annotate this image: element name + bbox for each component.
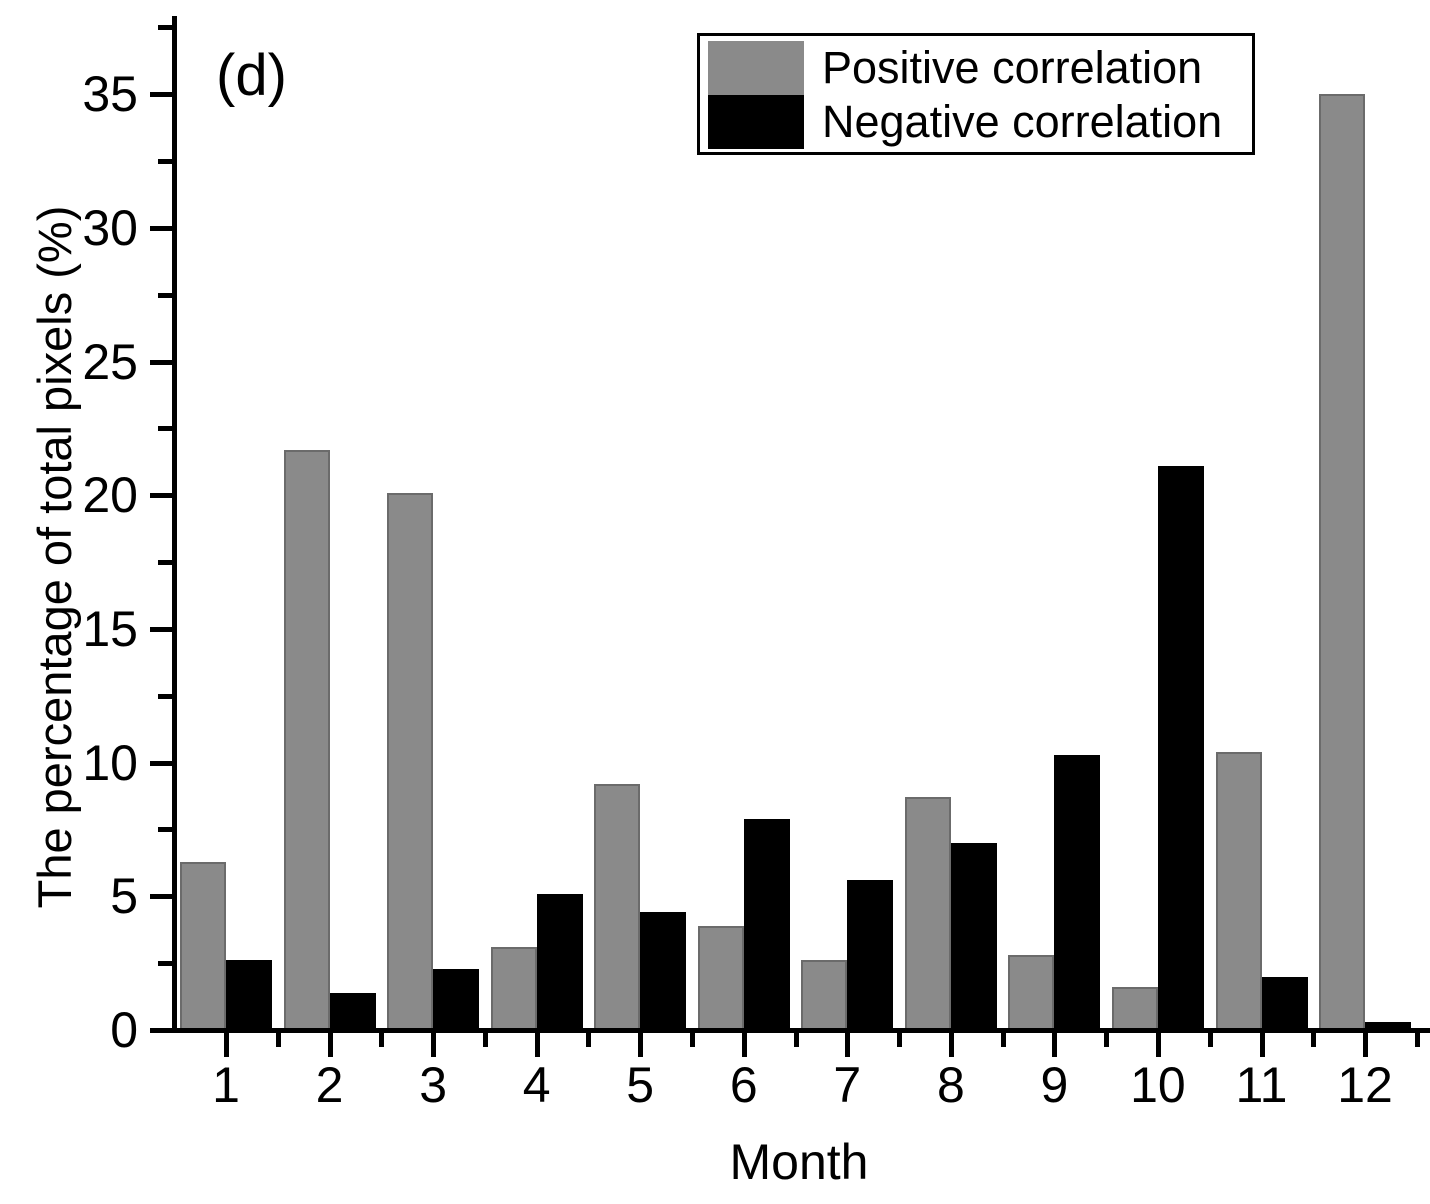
x-major-tick	[1052, 1033, 1058, 1057]
x-minor-tick	[586, 1033, 592, 1047]
y-tick-label: 5	[110, 868, 138, 925]
y-minor-tick	[158, 560, 172, 566]
bar-negative-month-11	[1261, 976, 1308, 1030]
y-major-tick	[150, 92, 172, 98]
x-major-tick	[845, 1033, 851, 1057]
x-minor-tick	[275, 1033, 281, 1047]
panel-label: (d)	[216, 43, 287, 108]
y-tick-label: 0	[110, 1002, 138, 1058]
y-major-tick	[150, 1028, 172, 1033]
y-axis-title: The percentage of total pixels (%)	[28, 205, 81, 909]
x-minor-tick	[1207, 1033, 1213, 1047]
x-axis-title: Month	[729, 1134, 869, 1190]
x-minor-tick	[482, 1033, 488, 1047]
legend-swatch-negative	[708, 95, 804, 149]
bar-negative-month-8	[950, 842, 997, 1030]
y-axis-line	[172, 16, 177, 1033]
x-tick-label: 9	[1040, 1057, 1069, 1113]
bar-negative-month-1	[226, 960, 272, 1030]
x-axis-line	[172, 1028, 1430, 1033]
y-major-tick	[150, 493, 172, 499]
x-minor-tick	[1000, 1033, 1006, 1047]
bar-negative-month-3	[433, 968, 480, 1030]
y-major-tick	[150, 626, 172, 632]
x-major-tick	[1259, 1033, 1265, 1057]
legend-label-negative: Negative correlation	[822, 96, 1223, 147]
bar-positive-month-8	[904, 797, 951, 1030]
x-tick-label: 8	[936, 1057, 965, 1113]
x-tick-label: 12	[1337, 1057, 1393, 1113]
legend-swatch-positive	[708, 41, 804, 95]
y-tick-label: 35	[82, 66, 138, 123]
x-tick-label: 7	[833, 1057, 862, 1113]
x-major-tick	[1155, 1033, 1161, 1057]
y-minor-tick	[158, 961, 172, 967]
bar-negative-month-6	[743, 818, 790, 1030]
bar-positive-month-5	[594, 784, 641, 1030]
y-major-tick	[150, 894, 172, 900]
bar-negative-month-12	[1365, 1021, 1412, 1030]
y-tick-label: 25	[82, 333, 138, 390]
bar-negative-month-2	[329, 992, 376, 1030]
x-tick-label: 6	[729, 1057, 758, 1113]
bar-positive-month-11	[1215, 751, 1262, 1030]
x-major-tick	[327, 1033, 333, 1057]
x-tick-label: 11	[1235, 1057, 1288, 1113]
y-tick-label: 20	[82, 467, 138, 524]
x-major-tick	[741, 1033, 747, 1057]
x-tick-label: 2	[315, 1057, 344, 1113]
y-minor-tick	[158, 292, 172, 298]
bar-negative-month-5	[640, 912, 687, 1030]
x-minor-tick	[1104, 1033, 1110, 1047]
x-major-tick	[638, 1033, 644, 1057]
y-major-tick	[150, 359, 172, 365]
legend-label-positive: Positive correlation	[822, 42, 1203, 93]
x-minor-tick	[897, 1033, 903, 1047]
x-minor-tick	[689, 1033, 695, 1047]
y-major-tick	[150, 760, 172, 766]
x-tick-label: 5	[626, 1057, 655, 1113]
x-minor-tick	[1311, 1033, 1317, 1047]
x-tick-label: 10	[1130, 1057, 1186, 1113]
x-minor-tick	[793, 1033, 799, 1047]
bar-negative-month-10	[1157, 465, 1204, 1030]
y-tick-label: 10	[82, 734, 138, 791]
bar-positive-month-6	[697, 925, 744, 1030]
x-major-tick	[224, 1033, 229, 1057]
y-tick-label: 30	[82, 199, 138, 256]
x-tick-label: 1	[212, 1057, 240, 1113]
x-tick-label: 3	[419, 1057, 447, 1113]
bar-negative-month-7	[847, 880, 894, 1030]
bar-negative-month-9	[1054, 754, 1101, 1030]
bar-positive-month-10	[1111, 987, 1158, 1030]
x-major-tick	[534, 1033, 540, 1057]
x-minor-tick	[379, 1033, 385, 1047]
bar-positive-month-1	[180, 861, 226, 1030]
bar-positive-month-2	[283, 449, 330, 1030]
legend: Positive correlation Negative correlatio…	[697, 33, 1255, 155]
x-major-tick	[1363, 1033, 1369, 1057]
y-minor-tick	[158, 426, 172, 432]
y-minor-tick	[158, 25, 172, 31]
bar-positive-month-9	[1008, 955, 1055, 1030]
x-major-tick	[948, 1033, 954, 1057]
bar-positive-month-7	[801, 960, 848, 1030]
x-tick-label: 4	[522, 1057, 551, 1113]
bar-negative-month-4	[536, 893, 583, 1030]
y-minor-tick	[158, 693, 172, 699]
y-minor-tick	[158, 827, 172, 833]
bar-positive-month-12	[1319, 94, 1366, 1030]
x-minor-tick	[1414, 1033, 1420, 1047]
y-major-tick	[150, 225, 172, 231]
x-major-tick	[431, 1033, 437, 1057]
y-minor-tick	[158, 158, 172, 164]
bar-positive-month-3	[387, 492, 434, 1030]
y-tick-label: 15	[82, 600, 138, 657]
bar-positive-month-4	[490, 947, 537, 1030]
